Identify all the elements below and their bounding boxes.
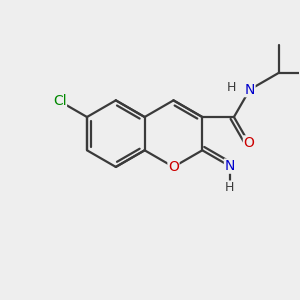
Text: O: O [244,136,254,150]
Text: O: O [168,160,179,174]
Text: N: N [244,82,255,97]
Text: H: H [225,181,234,194]
Text: N: N [224,159,235,173]
Text: Cl: Cl [53,94,66,108]
Text: H: H [227,82,236,94]
